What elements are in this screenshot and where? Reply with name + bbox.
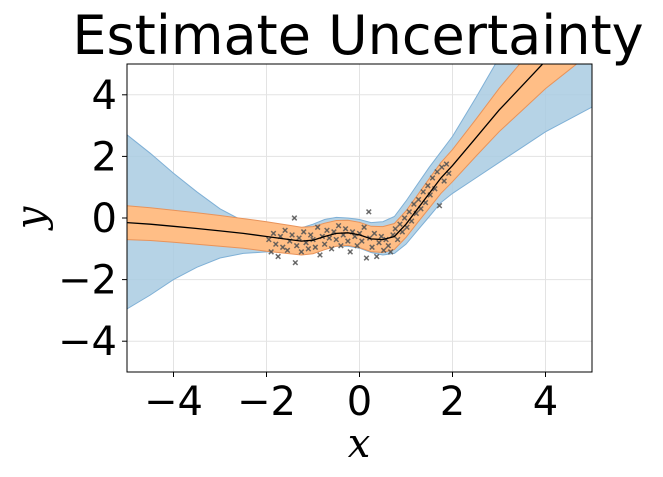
observation-point [279,244,286,251]
observation-point [361,224,367,231]
observation-point [291,215,298,221]
observation-point [380,247,387,254]
observation-point [296,235,302,241]
x-tick-label: −4 [144,379,203,425]
observation-point [284,247,291,254]
observation-point [365,209,372,215]
observation-point [394,236,401,243]
observation-point [387,249,394,255]
observation-point [321,241,328,248]
observation-point [411,201,417,207]
observation-point [441,178,447,184]
observation-point [333,236,340,243]
observation-point [371,230,378,237]
observation-point [369,244,375,251]
x-axis-label: x [348,421,371,467]
observation-point [272,241,279,248]
observation-point [338,242,344,249]
observation-point [392,225,399,232]
observation-point [354,242,361,249]
observation-point [425,182,431,189]
observation-point [443,161,450,167]
observation-point [324,227,330,234]
observations [265,161,452,266]
observation-point [345,238,351,244]
observation-point [397,221,403,227]
observation-point [268,249,274,255]
observation-point [282,227,288,234]
observation-point [436,202,443,209]
observation-point [434,168,440,175]
y-tick-label: −2 [58,258,117,304]
observation-point [292,259,299,266]
y-axis-label: y [8,205,54,231]
observation-point [314,224,321,231]
y-tick-label: 2 [92,134,117,180]
observation-point [293,242,300,249]
observation-point [429,175,436,181]
observation-point [298,249,305,255]
x-tick-label: 2 [440,379,465,425]
observation-point [420,188,427,195]
observation-point [385,242,392,249]
observation-point [312,244,319,251]
observation-point [305,245,312,252]
observation-point [326,235,333,241]
axis-ticks: −4 −2 0 2 4 −4 −2 0 2 4 [58,73,558,425]
observation-point [378,233,385,240]
observation-point [347,249,354,255]
x-tick-label: 0 [347,379,372,425]
y-tick-label: 4 [92,73,117,119]
x-tick-label: 4 [533,379,558,425]
observation-point [265,236,272,243]
observation-point [342,225,349,232]
observation-point [376,239,382,246]
observation-point [270,230,277,237]
observation-point [275,253,281,260]
observation-point [289,232,295,238]
observation-point [317,252,323,258]
observation-point [328,245,335,252]
chart-title: Estimate Uncertainty [72,4,643,67]
observation-point [307,232,314,238]
observation-point [373,253,380,260]
observation-point [335,222,342,229]
observation-point [401,215,408,221]
mean-line [127,64,544,242]
observation-point [406,209,413,215]
observation-point [438,164,445,171]
y-tick-label: −4 [58,319,117,365]
observation-point [300,229,307,235]
observation-point [358,238,365,244]
observation-point [363,255,370,261]
x-tick-label: −2 [237,379,296,425]
plot-area [127,64,592,310]
y-tick-label: 0 [92,196,117,242]
observation-point [415,196,422,203]
